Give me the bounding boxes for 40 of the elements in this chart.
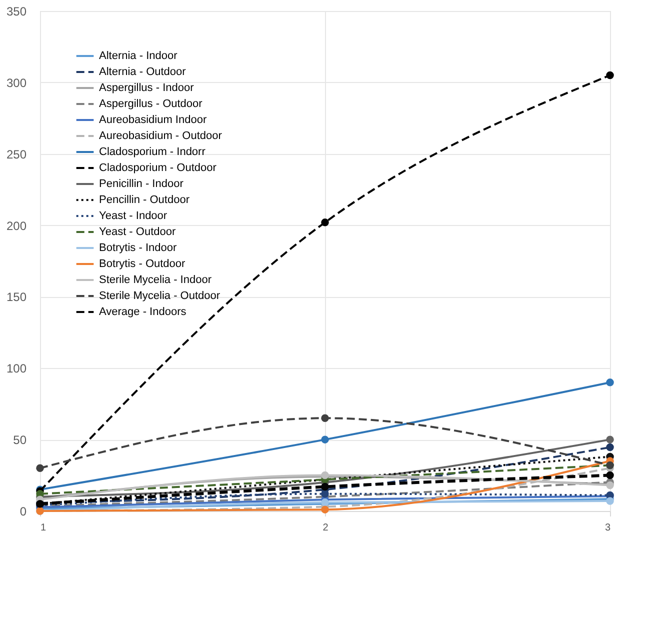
point xyxy=(321,506,329,514)
point xyxy=(321,414,329,422)
legend-label: Cladosporium - Indorr xyxy=(99,146,206,158)
legend-label: Alternia - Outdoor xyxy=(99,66,186,78)
y-tick-label: 300 xyxy=(6,76,27,90)
point xyxy=(321,436,329,444)
point xyxy=(606,71,614,80)
x-tick-label: 1 xyxy=(40,522,46,534)
point xyxy=(606,471,614,480)
y-tick-label: 150 xyxy=(6,290,27,304)
legend-label: Alternia - Indoor xyxy=(99,50,178,62)
point xyxy=(606,443,614,452)
point xyxy=(606,436,614,444)
x-tick-label: 3 xyxy=(604,522,611,534)
point xyxy=(321,218,329,226)
point xyxy=(36,464,44,472)
legend-label: Sterile Mycelia - Indoor xyxy=(99,274,212,286)
point xyxy=(321,490,329,498)
point xyxy=(321,482,329,491)
point xyxy=(606,378,614,386)
y-tick-label: 0 xyxy=(20,504,27,518)
legend-label: Aspergillus - Outdoor xyxy=(99,98,203,110)
legend-label: Botrytis - Indoor xyxy=(99,242,177,254)
x-tick-label: 2 xyxy=(322,522,329,534)
legend-label: Yeast - Indoor xyxy=(99,210,168,222)
legend-label: Average - Indoors xyxy=(99,306,187,318)
legend-label: Cladosporium - Outdoor xyxy=(99,162,217,174)
y-tick-label: 50 xyxy=(13,433,27,448)
y-tick-label: 350 xyxy=(6,4,27,18)
legend-label: Yeast - Outdoor xyxy=(99,226,176,238)
y-tick-label: 250 xyxy=(6,147,27,162)
legend-label: Botrytis - Outdoor xyxy=(99,258,186,270)
y-tick-label: 200 xyxy=(6,218,27,233)
legend-label: Aspergillus - Indoor xyxy=(99,82,194,94)
y-tick-label: 100 xyxy=(6,362,27,376)
legend-label: Aureobasidium - Outdoor xyxy=(99,130,222,142)
legend-label: Sterile Mycelia - Outdoor xyxy=(99,290,220,302)
legend-label: Aureobasidium Indoor xyxy=(99,114,207,126)
legend-label: Penicillin - Indoor xyxy=(99,178,184,190)
legend-label: Pencillin - Outdoor xyxy=(99,194,190,206)
